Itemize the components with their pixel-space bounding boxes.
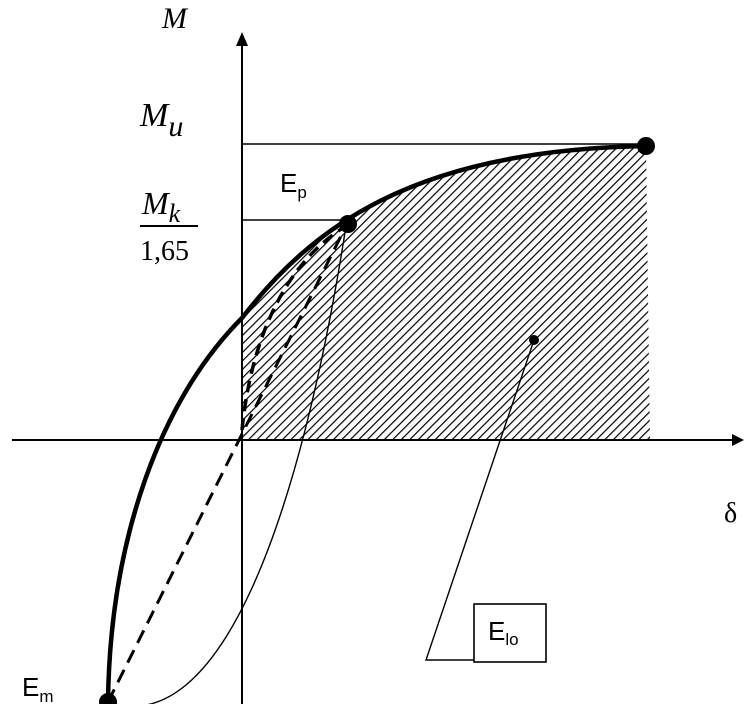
- x-axis-arrow: [732, 434, 744, 446]
- elo-label: Elo: [488, 616, 519, 649]
- elo-label-subscript: lo: [505, 630, 518, 649]
- ep-label-subscript: p: [297, 183, 306, 202]
- mk-denominator: 1,65: [140, 236, 189, 267]
- em-label: Em: [22, 672, 54, 704]
- dashed-curve-origin-to-ep: [240, 224, 347, 431]
- dashed-secant-em-ep: [106, 225, 348, 703]
- thin-curve-em-ep: [107, 225, 347, 704]
- mk-label: Mk: [141, 185, 181, 228]
- point-ep: [339, 215, 357, 233]
- elo-label-box: [473, 603, 547, 663]
- em-label-subscript: m: [39, 687, 53, 704]
- point-mu: [637, 137, 655, 155]
- y-axis-arrow: [236, 32, 248, 46]
- main-curve: [105, 143, 647, 703]
- mu-label: Mu: [139, 97, 183, 143]
- elo-pointer-dot: [529, 335, 539, 345]
- ep-label: Ep: [280, 168, 307, 202]
- hatched-energy-area: [242, 146, 650, 440]
- elo-leader-line: [425, 339, 535, 661]
- y-axis-label: M: [161, 2, 189, 35]
- mu-label-subscript: u: [168, 110, 183, 143]
- x-axis-label: δ: [724, 498, 737, 529]
- mk-label-subscript: k: [169, 199, 181, 228]
- point-em: [99, 693, 117, 704]
